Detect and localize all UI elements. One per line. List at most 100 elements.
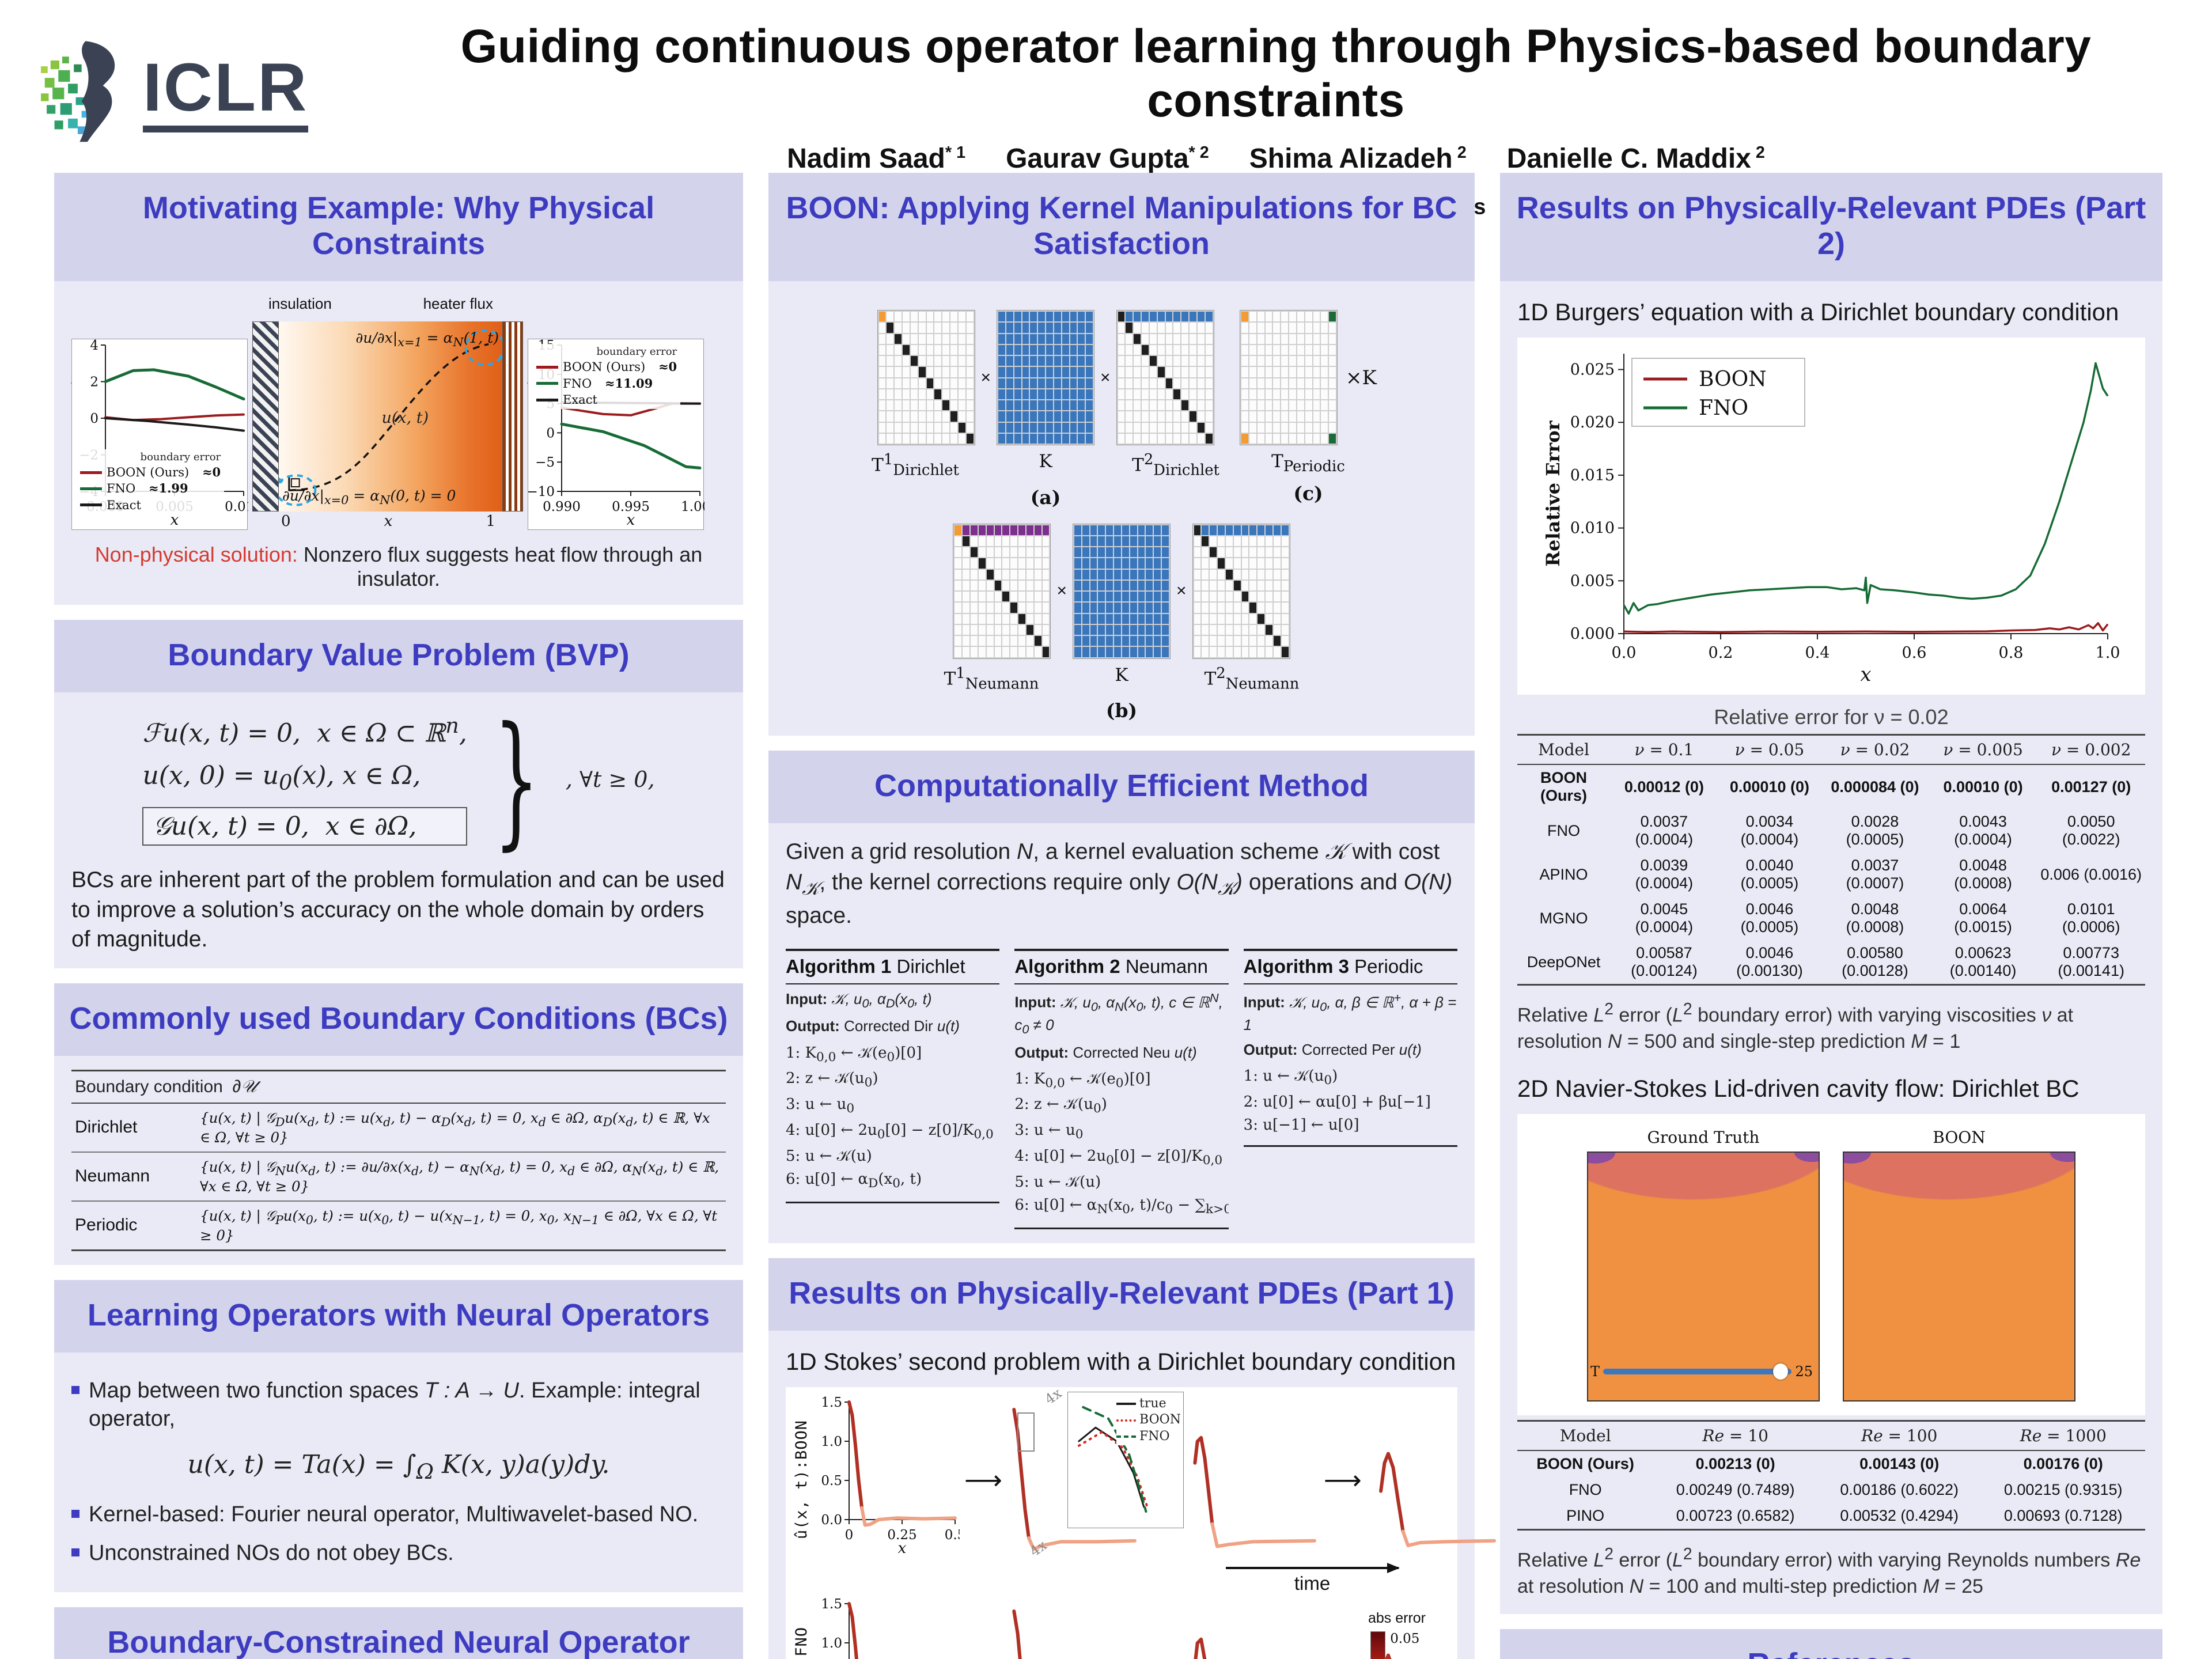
ns-subheading: 2D Navier-Stokes Lid-driven cavity flow:… [1517, 1075, 2080, 1103]
matrix-t2-dirichlet [1116, 310, 1214, 445]
algorithm-output: Output: Corrected Neu u(t) [1014, 1043, 1197, 1061]
neumann-bc-left: ∂u/∂x|x=0 = αN(0, t) = 0 [282, 487, 456, 507]
time-slider: T 25 [1590, 1363, 1813, 1380]
authors-line: Nadim Saad* 1 Gaurav Gupta* 2 Shima Aliz… [380, 143, 2172, 175]
u-curve [279, 329, 502, 506]
table-header-cell: ν = 0.005 [1929, 734, 2037, 765]
section-references: References Saad, Nadim et al. (2023). “G… [1500, 1629, 2162, 1659]
section-title-efficient: Computationally Efficient Method [768, 751, 1475, 824]
row-label-boon: û(x, t):BOON [793, 1420, 810, 1540]
boon-panel-4 [1378, 1452, 1496, 1547]
matrix-t1-neumann [953, 523, 1051, 659]
matrix-kernel-k [1073, 523, 1171, 659]
section-bcs: Commonly used Boundary Conditions (BCs) … [54, 983, 743, 1265]
algorithm-steps: 1: u ← 𝒦(u0) 2: u[0] ← αu[0] + βu[−1] 3: u… [1243, 1065, 1457, 1147]
svg-text:1.5: 1.5 [821, 1598, 842, 1612]
svg-text:x: x [898, 1540, 907, 1557]
stokes-subheading: 1D Stokes’ second problem with a Dirichl… [786, 1347, 1456, 1375]
kernel-row-a-c: × × T1Dirichlet K T2Dirichlet (a) [786, 310, 1457, 509]
section-bvp: Boundary Value Problem (BVP) ℱu(x, t) = … [54, 620, 743, 968]
dirichlet-kernel-group: × × T1Dirichlet K T2Dirichlet (a) [866, 310, 1225, 509]
left-derivative-plot: ∂u/∂x 420−2−40.0000.0050.010x boundary e… [68, 339, 248, 530]
temperature-gradient: ∂u/∂x|x=1 = αN(1, t) u(x, t) ∂u/∂x|x=0 =… [279, 321, 502, 512]
insulation-label: insulation [268, 295, 332, 312]
zoom-region-box [1017, 1412, 1035, 1452]
algorithm-output: Output: Corrected Dir u(t) [786, 1017, 960, 1035]
algorithm-steps: 1: K0,0 ← 𝒦(e0)[0] 2: z ← 𝒦(u0) 3: u ← u0 4… [1014, 1067, 1229, 1229]
fno-panel-2 [1012, 1609, 1022, 1659]
svg-text:1.5: 1.5 [821, 1396, 842, 1410]
matrix-label: T2Neumann [1204, 664, 1300, 693]
insulation-bar [252, 321, 279, 512]
bvp-equations: ℱu(x, t) = 0, x ∈ Ω ⊂ ℝn, u(x, 0) = u0(x… [71, 706, 726, 851]
column-right: Results on Physically-Relevant PDEs (Par… [1500, 173, 2162, 1659]
slider-track[interactable] [1603, 1363, 1792, 1380]
plot-legend: boundary error BOON (Ours) ≈0 FNO ≈1.99 … [77, 449, 225, 514]
section-title-results1: Results on Physically-Relevant PDEs (Par… [768, 1257, 1475, 1331]
bullet-text: Kernel-based: Fourier neural operator, M… [89, 1502, 699, 1527]
multiply-icon: × [1100, 368, 1111, 387]
table-header-cell: Model [1517, 1420, 1654, 1452]
burgers-chart: 0.000 0.005 0.010 0.015 0.020 0.025 0.0 0.2 0.4 0… [1517, 338, 2145, 695]
iclr-wordmark: ICLR [143, 52, 309, 133]
matrix-label: T1Neumann [944, 664, 1039, 693]
heat-domain-diagram: insulation heater flux [252, 295, 523, 530]
arrow-right-icon: ⟶ [964, 1464, 1002, 1495]
ns-heatmap: T 25 [1587, 1152, 1820, 1402]
table-row: BOON (Ours) 0.00213 (0) 0.00143 (0) 0.00176… [1536, 1455, 2103, 1473]
arrow-right-icon: ⟶ [1323, 1464, 1362, 1495]
fno-panel-3 [1194, 1637, 1207, 1659]
burgers-subheading: 1D Burgers’ equation with a Dirichlet bo… [1517, 298, 2119, 325]
table-header-cell: ν = 0.002 [2037, 734, 2145, 765]
burgers-table-caption: Relative L2 error (L2 boundary error) wi… [1517, 1000, 2074, 1053]
table-header-cell: Re = 10 [1653, 1420, 1817, 1452]
section-results-part1: Results on Physically-Relevant PDEs (Par… [768, 1257, 1496, 1659]
inset-legend: true BOON FNO [1116, 1395, 1181, 1445]
table-header-cell: Model [1517, 734, 1611, 765]
section-title-bcs: Commonly used Boundary Conditions (BCs) [54, 983, 743, 1056]
svg-text:4: 4 [90, 339, 99, 353]
slider-value: 25 [1795, 1363, 1813, 1380]
zoom-inset: true BOON FNO [1067, 1391, 1184, 1528]
matrix-t2-neumann [1192, 523, 1290, 659]
bc-def: {u(x, t) | 𝒢Pu(x0, t) := u(x0, t) − u(xN… [196, 1200, 726, 1251]
navier-stokes-figure: Ground Truth T 25 BOON [1517, 1114, 2145, 1416]
bc-name: Dirichlet [71, 1103, 196, 1153]
motivating-caption: Non-physical solution: Nonzero flux sugg… [94, 543, 703, 590]
ns-boon-panel: BOON [1843, 1128, 2075, 1402]
section-title-results2: Results on Physically-Relevant PDEs (Par… [1500, 173, 2162, 281]
svg-text:0.990: 0.990 [543, 499, 581, 514]
algorithm-output: Output: Corrected Per u(t) [1243, 1041, 1422, 1059]
slider-knob[interactable] [1773, 1363, 1789, 1380]
section-title-references: References [1500, 1629, 2162, 1659]
algorithm-step: 2: z ← 𝒦(u0) [1014, 1096, 1107, 1116]
ns-heatmap [1843, 1152, 2075, 1402]
svg-text:0.2: 0.2 [1709, 644, 1733, 662]
colorbar-gradient [1370, 1631, 1386, 1659]
bc-def: {u(x, t) | 𝒢Nu(xd, t) := ∂u/∂x(xd, t) − … [196, 1152, 726, 1202]
stokes-figure: û(x, t):BOON 1.5 1.0 0.5 0.00 0.25 0.5 x ⟶ tru… [786, 1385, 1496, 1659]
svg-text:Relative Error: Relative Error [1542, 420, 1564, 566]
matrix-label: K [1115, 664, 1128, 685]
boon-panel-3 [1193, 1435, 1316, 1548]
svg-text:0: 0 [90, 411, 99, 426]
svg-text:1.0: 1.0 [821, 1434, 842, 1449]
svg-text:0.995: 0.995 [612, 499, 650, 514]
ns-panel-title: BOON [1933, 1128, 1986, 1147]
poster-title: Guiding continuous operator learning thr… [460, 20, 2092, 127]
bullet-text: Unconstrained NOs do not obey BCs. [89, 1541, 454, 1566]
pde-equation: ℱu(x, t) = 0, x ∈ Ω ⊂ ℝn, [142, 713, 467, 748]
svg-text:0.015: 0.015 [1570, 467, 1615, 484]
algorithm-step: 2: u[0] ← αu[0] + βu[−1] [1243, 1093, 1431, 1111]
burgers-chart-caption: Relative error for ν = 0.02 [1714, 705, 1949, 729]
algorithm-periodic: Algorithm 3 Periodic Input: 𝒦, u0, α, β … [1243, 948, 1457, 1229]
svg-text:0.025: 0.025 [1570, 361, 1615, 379]
fno-panel-1: 1.51.00.50.000.250.5x [821, 1597, 858, 1659]
section-learning-operators: Learning Operators with Neural Operators… [54, 1279, 743, 1592]
algorithm-neumann: Algorithm 2 Neumann Input: 𝒦, u0, αN(x0,… [1014, 948, 1229, 1229]
abs-error-colorbar: abs error 0.05 0.02 10−6 [1354, 1610, 1440, 1659]
heater-bar [502, 321, 523, 512]
svg-text:x: x [171, 512, 179, 529]
table-row: MGNO 0.0045 (0.0004) 0.0046 (0.0005) 0.0048… [1539, 900, 2120, 935]
